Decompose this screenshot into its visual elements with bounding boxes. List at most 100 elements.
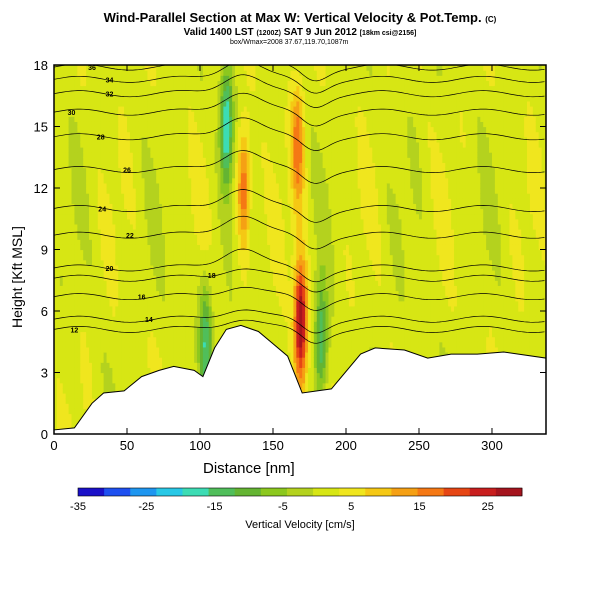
velocity-cell [173,270,178,276]
velocity-cell [159,131,163,138]
velocity-cell [176,100,181,107]
velocity-cell [115,331,119,338]
velocity-cell [205,295,210,302]
velocity-cell [135,280,140,286]
velocity-cell [65,126,70,133]
velocity-cell [138,264,143,271]
velocity-cell [80,65,84,71]
velocity-cell [191,121,195,128]
velocity-cell [97,346,102,353]
velocity-cell [71,100,76,107]
velocity-cell [112,300,116,307]
velocity-cell [205,136,210,143]
velocity-cell [80,152,84,158]
velocity-cell [138,223,143,230]
velocity-cell [86,387,90,394]
velocity-cell [229,131,233,138]
velocity-cell [153,300,157,307]
velocity-cell [138,203,143,210]
velocity-cell [106,280,111,286]
velocity-cell [182,70,186,76]
velocity-cell [167,326,172,333]
velocity-cell [194,295,198,302]
velocity-cell [56,152,61,158]
velocity-cell [220,141,224,148]
velocity-cell [97,270,102,276]
velocity-cell [185,341,189,348]
velocity-cell [191,270,195,276]
velocity-cell [91,111,96,117]
velocity-cell [217,141,222,148]
velocity-cell [229,182,233,189]
velocity-cell [176,177,181,184]
velocity-cell [170,357,175,363]
velocity-cell [229,106,233,112]
velocity-cell [94,167,99,174]
velocity-cell [164,106,169,112]
velocity-cell [132,75,137,81]
velocity-cell [109,116,113,122]
velocity-cell [162,316,166,322]
velocity-cell [167,182,172,189]
velocity-cell [220,70,224,76]
velocity-cell [232,254,236,261]
velocity-cell [68,85,73,92]
velocity-cell [197,264,201,271]
velocity-cell [100,208,105,215]
velocity-cell [118,147,122,153]
velocity-cell [68,403,73,409]
velocity-cell [217,264,222,271]
velocity-cell [182,162,186,169]
velocity-cell [220,305,224,312]
velocity-cell [54,357,58,363]
velocity-cell [217,300,222,307]
velocity-cell [71,321,76,327]
velocity-cell [153,203,157,210]
velocity-cell [71,121,76,128]
velocity-cell [71,270,76,276]
velocity-cell [124,167,128,174]
velocity-cell [65,147,70,153]
velocity-cell [74,249,78,256]
velocity-cell [159,147,163,153]
velocity-cell [112,336,116,343]
velocity-cell [135,326,140,333]
velocity-cell [132,259,137,266]
velocity-cell [77,377,81,384]
velocity-cell [159,121,163,128]
velocity-cell [91,336,96,343]
velocity-cell [54,147,58,153]
velocity-cell [132,223,137,230]
velocity-cell [191,188,195,194]
velocity-cell [240,111,245,117]
velocity-cell [124,326,128,333]
velocity-cell [176,305,181,312]
velocity-cell [220,311,224,317]
velocity-cell [56,100,61,107]
velocity-cell [226,131,230,138]
velocity-cell [205,198,210,204]
velocity-cell [197,193,201,199]
velocity-cell [118,75,122,81]
velocity-cell [249,249,254,256]
velocity-cell [141,223,146,230]
velocity-cell [156,126,160,133]
velocity-cell [167,111,172,117]
velocity-cell [121,213,125,220]
velocity-cell [243,126,248,133]
velocity-cell [235,65,239,71]
velocity-cell [74,393,78,399]
velocity-cell [77,218,81,225]
velocity-cell [232,177,236,184]
velocity-cell [74,198,78,204]
velocity-cell [159,280,163,286]
velocity-cell [80,162,84,169]
velocity-cell [229,239,233,245]
velocity-cell [56,423,61,430]
velocity-cell [74,136,78,143]
velocity-cell [68,331,73,338]
velocity-cell [132,218,137,225]
velocity-cell [86,172,90,179]
velocity-cell [232,244,236,251]
velocity-cell [56,305,61,312]
